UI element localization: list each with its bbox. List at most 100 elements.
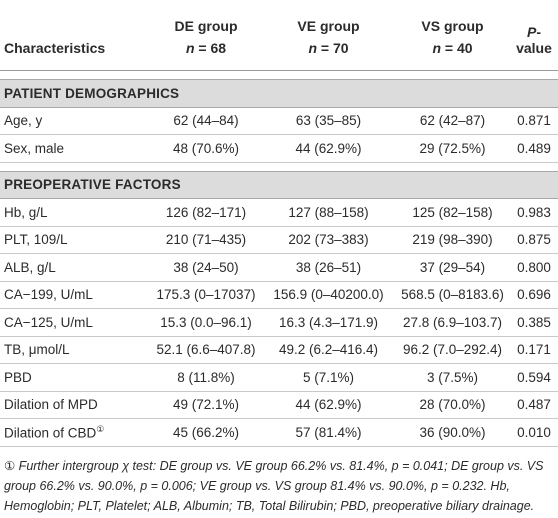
value-cell: 0.594 [510, 363, 558, 392]
n-symbol: n [185, 40, 195, 56]
section-row: PATIENT DEMOGRAPHICS [0, 79, 558, 108]
value-cell: 0.489 [510, 134, 558, 163]
cell-text: 52.1 (6.6–407.8) [156, 342, 256, 358]
value-cell: 0.800 [510, 253, 558, 282]
cell-text: 62 (42–87) [419, 113, 486, 129]
cell-text: 45 (66.2%) [172, 424, 240, 440]
value-cell: 16.3 (4.3–171.9) [262, 308, 395, 337]
cell-text: Sex, male [4, 140, 65, 156]
value-cell: 45 (66.2%) [150, 418, 262, 447]
data-row: Dilation of CBD① 45 (66.2%) 57 (81.4%) 36 (… [0, 418, 558, 447]
cell-text: Dilation of MPD [4, 397, 98, 413]
value-cell: 202 (73–383) [262, 226, 395, 254]
value-cell: 5 (7.1%) [262, 363, 395, 392]
spacer-cell [0, 70, 558, 80]
value-cell: 96.2 (7.0–292.4) [395, 336, 510, 364]
table-body: PATIENT DEMOGRAPHICS Age, y 62 (44–84) 63 (… [0, 70, 558, 447]
row-label: ALB, g/L [0, 253, 150, 282]
cell-text: 28 (70.0%) [419, 397, 486, 413]
cell-text: 0.171 [517, 342, 551, 358]
value-cell: 0.171 [510, 336, 558, 364]
n-value: = 68 [198, 40, 227, 56]
cell-text: 38 (26–51) [295, 259, 362, 275]
p-rest: -value [516, 24, 552, 56]
spacer-row [0, 70, 558, 80]
data-row: ALB, g/L 38 (24–50) 38 (26–51) 37 (29–54) 0.… [0, 253, 558, 282]
value-cell: 175.3 (0–17037) [150, 281, 262, 309]
value-cell: 3 (7.5%) [395, 363, 510, 392]
header-cell: Characteristics [0, 0, 150, 71]
cell-text: CA−199, U/mL [4, 287, 93, 303]
cell-text: 175.3 (0–17037) [156, 287, 256, 303]
cell-text: 156.9 (0–40200.0) [273, 287, 384, 303]
cell-text: 3 (7.5%) [426, 369, 479, 385]
header-cell: P-value [510, 0, 558, 71]
cell-text: 15.3 (0.0–96.1) [160, 314, 252, 330]
value-cell: 0.871 [510, 107, 558, 135]
cell-text: Age, y [4, 113, 43, 129]
data-row: PLT, 109/L 210 (71–435) 202 (73–383) 219 (9… [0, 226, 558, 254]
data-row: Hb, g/L 126 (82–171) 127 (88–158) 125 (82–1… [0, 198, 558, 227]
section-row: PREOPERATIVE FACTORS [0, 171, 558, 199]
cell-text: 48 (70.6%) [172, 140, 240, 156]
value-cell: 156.9 (0–40200.0) [262, 281, 395, 309]
table-header: Characteristics DE group n = 68 VE group n… [0, 0, 558, 71]
value-cell: 126 (82–171) [150, 198, 262, 227]
row-label: Age, y [0, 107, 150, 135]
cell-text: 568.5 (0–8183.6) [401, 287, 504, 303]
value-cell: 63 (35–85) [262, 107, 395, 135]
cell-text: 27.8 (6.9–103.7) [402, 314, 503, 330]
row-label: Sex, male [0, 134, 150, 163]
cell-text: PBD [4, 369, 32, 385]
value-cell: 8 (11.8%) [150, 363, 262, 392]
n-value: = 70 [320, 40, 349, 56]
value-cell: 37 (29–54) [395, 253, 510, 282]
cell-text: 49 (72.1%) [172, 397, 240, 413]
cell-text: 0.696 [517, 287, 551, 303]
cell-text: 126 (82–171) [165, 204, 247, 220]
cell-text: 0.875 [517, 232, 551, 248]
value-cell: 210 (71–435) [150, 226, 262, 254]
value-cell: 44 (62.9%) [262, 391, 395, 419]
value-cell: 0.385 [510, 308, 558, 337]
value-cell: 38 (26–51) [262, 253, 395, 282]
cell-text: 210 (71–435) [165, 232, 247, 248]
value-cell: 0.983 [510, 198, 558, 227]
cell-text: 29 (72.5%) [419, 140, 486, 156]
cell-text: 63 (35–85) [295, 113, 362, 129]
cell-text: 16.3 (4.3–171.9) [278, 314, 379, 330]
value-cell: 15.3 (0.0–96.1) [150, 308, 262, 337]
cell-text: Hb, g/L [4, 204, 48, 220]
n-symbol: n [308, 40, 318, 56]
cell-text: Dilation of CBD [4, 425, 97, 441]
cell-text: 0.983 [517, 204, 551, 220]
row-label: CA−199, U/mL [0, 281, 150, 309]
group-name: VE group [297, 18, 360, 34]
cell-text: 125 (82–158) [412, 204, 493, 220]
value-cell: 62 (44–84) [150, 107, 262, 135]
value-cell: 27.8 (6.9–103.7) [395, 308, 510, 337]
cell-text: 44 (62.9%) [295, 140, 362, 156]
cell-text: 0.871 [517, 113, 551, 129]
data-row: Dilation of MPD 49 (72.1%) 44 (62.9%) 28 (7… [0, 391, 558, 419]
cell-text: 62 (44–84) [173, 113, 239, 129]
data-row: Age, y 62 (44–84) 63 (35–85) 62 (42–87) 0.87… [0, 107, 558, 135]
value-cell: 57 (81.4%) [262, 418, 395, 447]
data-row: CA−199, U/mL 175.3 (0–17037) 156.9 (0–4020… [0, 281, 558, 309]
data-row: PBD 8 (11.8%) 5 (7.1%) 3 (7.5%) 0.594 [0, 363, 558, 392]
footnote: ① Further intergroup χ test: DE group vs… [4, 458, 544, 513]
data-row: TB, μmol/L 52.1 (6.6–407.8) 49.2 (6.2–416.… [0, 336, 558, 364]
row-label: CA−125, U/mL [0, 308, 150, 337]
cell-text: PLT, 109/L [4, 232, 68, 248]
value-cell: 62 (42–87) [395, 107, 510, 135]
data-row: Sex, male 48 (70.6%) 44 (62.9%) 29 (72.5%) 0… [0, 134, 558, 163]
cell-text: TB, μmol/L [4, 342, 70, 358]
row-label: PLT, 109/L [0, 226, 150, 254]
value-cell: 49.2 (6.2–416.4) [262, 336, 395, 364]
value-cell: 0.010 [510, 418, 558, 447]
value-cell: 0.487 [510, 391, 558, 419]
value-cell: 48 (70.6%) [150, 134, 262, 163]
cell-text: 127 (88–158) [288, 204, 369, 220]
cell-text: 202 (73–383) [288, 232, 369, 248]
